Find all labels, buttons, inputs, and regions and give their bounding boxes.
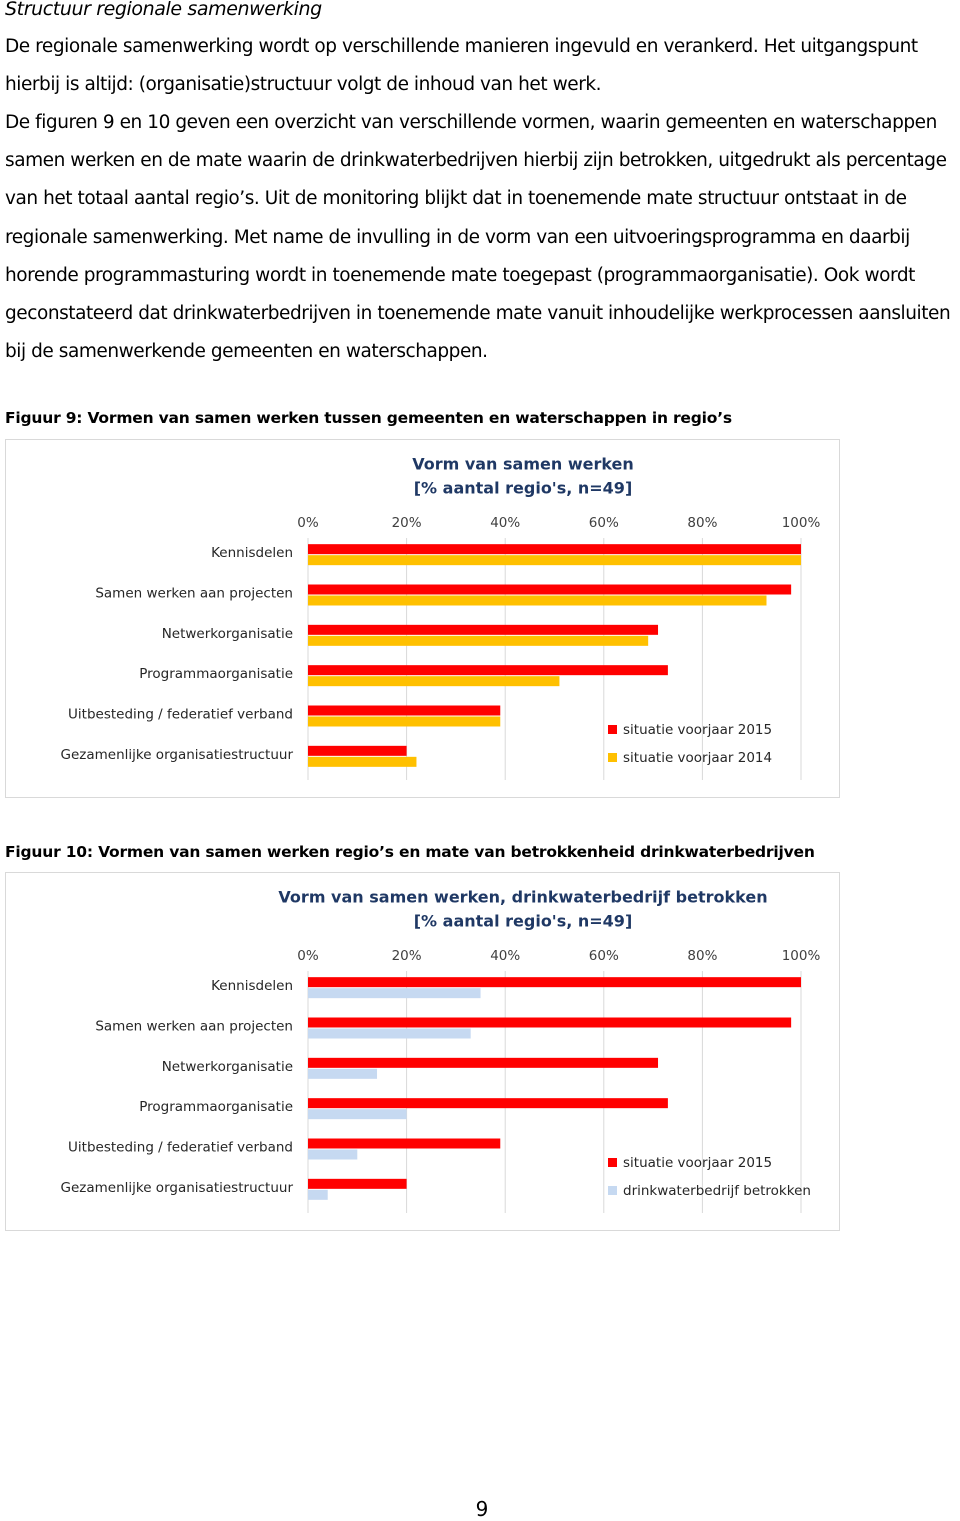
- legend-swatch: [608, 1158, 617, 1167]
- legend-swatch: [608, 725, 617, 734]
- bar: [308, 624, 659, 635]
- bar: [308, 1098, 668, 1109]
- x-tick-label: 0%: [297, 948, 319, 964]
- bar: [308, 1017, 792, 1028]
- x-tick-label: 80%: [687, 948, 717, 964]
- x-tick-label: 60%: [589, 515, 619, 531]
- bar: [308, 977, 801, 988]
- x-tick-label: 20%: [392, 515, 422, 531]
- y-tick-label: Kennisdelen: [211, 978, 293, 994]
- y-tick-label: Samen werken aan projecten: [95, 1019, 293, 1035]
- bar: [308, 595, 767, 606]
- bar: [308, 1109, 407, 1120]
- bar: [308, 988, 481, 999]
- chart-frame: Vorm van samen werken, drinkwaterbedrijf…: [5, 872, 840, 1231]
- bar: [308, 1138, 501, 1149]
- x-tick-label: 60%: [589, 948, 619, 964]
- y-tick-label: Samen werken aan projecten: [95, 586, 293, 602]
- y-tick-label: Programmaorganisatie: [139, 666, 293, 682]
- figure-caption: Figuur 9: Vormen van samen werken tussen…: [5, 409, 732, 427]
- legend-swatch: [608, 1186, 617, 1195]
- legend-label: situatie voorjaar 2015: [623, 722, 772, 738]
- y-tick-label: Kennisdelen: [211, 545, 293, 561]
- bar: [308, 555, 801, 566]
- paragraph: De figuren 9 en 10 geven een overzicht v…: [5, 112, 951, 363]
- bar: [308, 665, 668, 676]
- chart-subtitle: [% aantal regio's, n=49]: [414, 479, 633, 498]
- bar: [308, 716, 501, 727]
- figure-caption: Figuur 10: Vormen van samen werken regio…: [5, 843, 815, 861]
- chart-frame: Vorm van samen werken [% aantal regio's, …: [5, 439, 840, 798]
- bar: [308, 1028, 471, 1039]
- chart: Vorm van samen werken, drinkwaterbedrijf…: [60, 888, 821, 1213]
- bar: [308, 635, 649, 646]
- x-tick-label: 100%: [782, 948, 821, 964]
- bar: [308, 1149, 358, 1160]
- heading: Structuur regionale samenwerking: [5, 0, 322, 20]
- bar: [308, 544, 801, 555]
- legend-label: drinkwaterbedrijf betrokken: [623, 1183, 811, 1199]
- paragraph: De regionale samenwerking wordt op versc…: [5, 36, 918, 96]
- x-tick-label: 80%: [687, 515, 717, 531]
- bar: [308, 1057, 659, 1068]
- bar: [308, 745, 407, 756]
- chart: Vorm van samen werken [% aantal regio's, …: [60, 455, 821, 780]
- legend-swatch: [608, 753, 617, 762]
- bar: [308, 676, 560, 687]
- x-tick-label: 20%: [392, 948, 422, 964]
- x-tick-label: 40%: [490, 515, 520, 531]
- chart-title: Vorm van samen werken, drinkwaterbedrijf…: [278, 888, 767, 907]
- y-tick-label: Netwerkorganisatie: [162, 626, 293, 642]
- bar: [308, 705, 501, 716]
- x-tick-label: 0%: [297, 515, 319, 531]
- legend-label: situatie voorjaar 2014: [623, 750, 772, 766]
- bar: [308, 1178, 407, 1189]
- chart-subtitle: [% aantal regio's, n=49]: [414, 912, 633, 931]
- page-number: 9: [475, 1497, 489, 1521]
- bar: [308, 756, 417, 767]
- y-tick-label: Programmaorganisatie: [139, 1099, 293, 1115]
- legend-label: situatie voorjaar 2015: [623, 1155, 772, 1171]
- bar: [308, 1068, 378, 1079]
- bar: [308, 1189, 328, 1200]
- y-tick-label: Uitbesteding / federatief verband: [68, 707, 293, 723]
- y-tick-label: Gezamenlijke organisatiestructuur: [60, 747, 293, 763]
- bar: [308, 584, 792, 595]
- y-tick-label: Netwerkorganisatie: [162, 1059, 293, 1075]
- x-tick-label: 40%: [490, 948, 520, 964]
- y-tick-label: Uitbesteding / federatief verband: [68, 1140, 293, 1156]
- y-tick-label: Gezamenlijke organisatiestructuur: [60, 1180, 293, 1196]
- x-tick-label: 100%: [782, 515, 821, 531]
- chart-title: Vorm van samen werken: [412, 455, 634, 474]
